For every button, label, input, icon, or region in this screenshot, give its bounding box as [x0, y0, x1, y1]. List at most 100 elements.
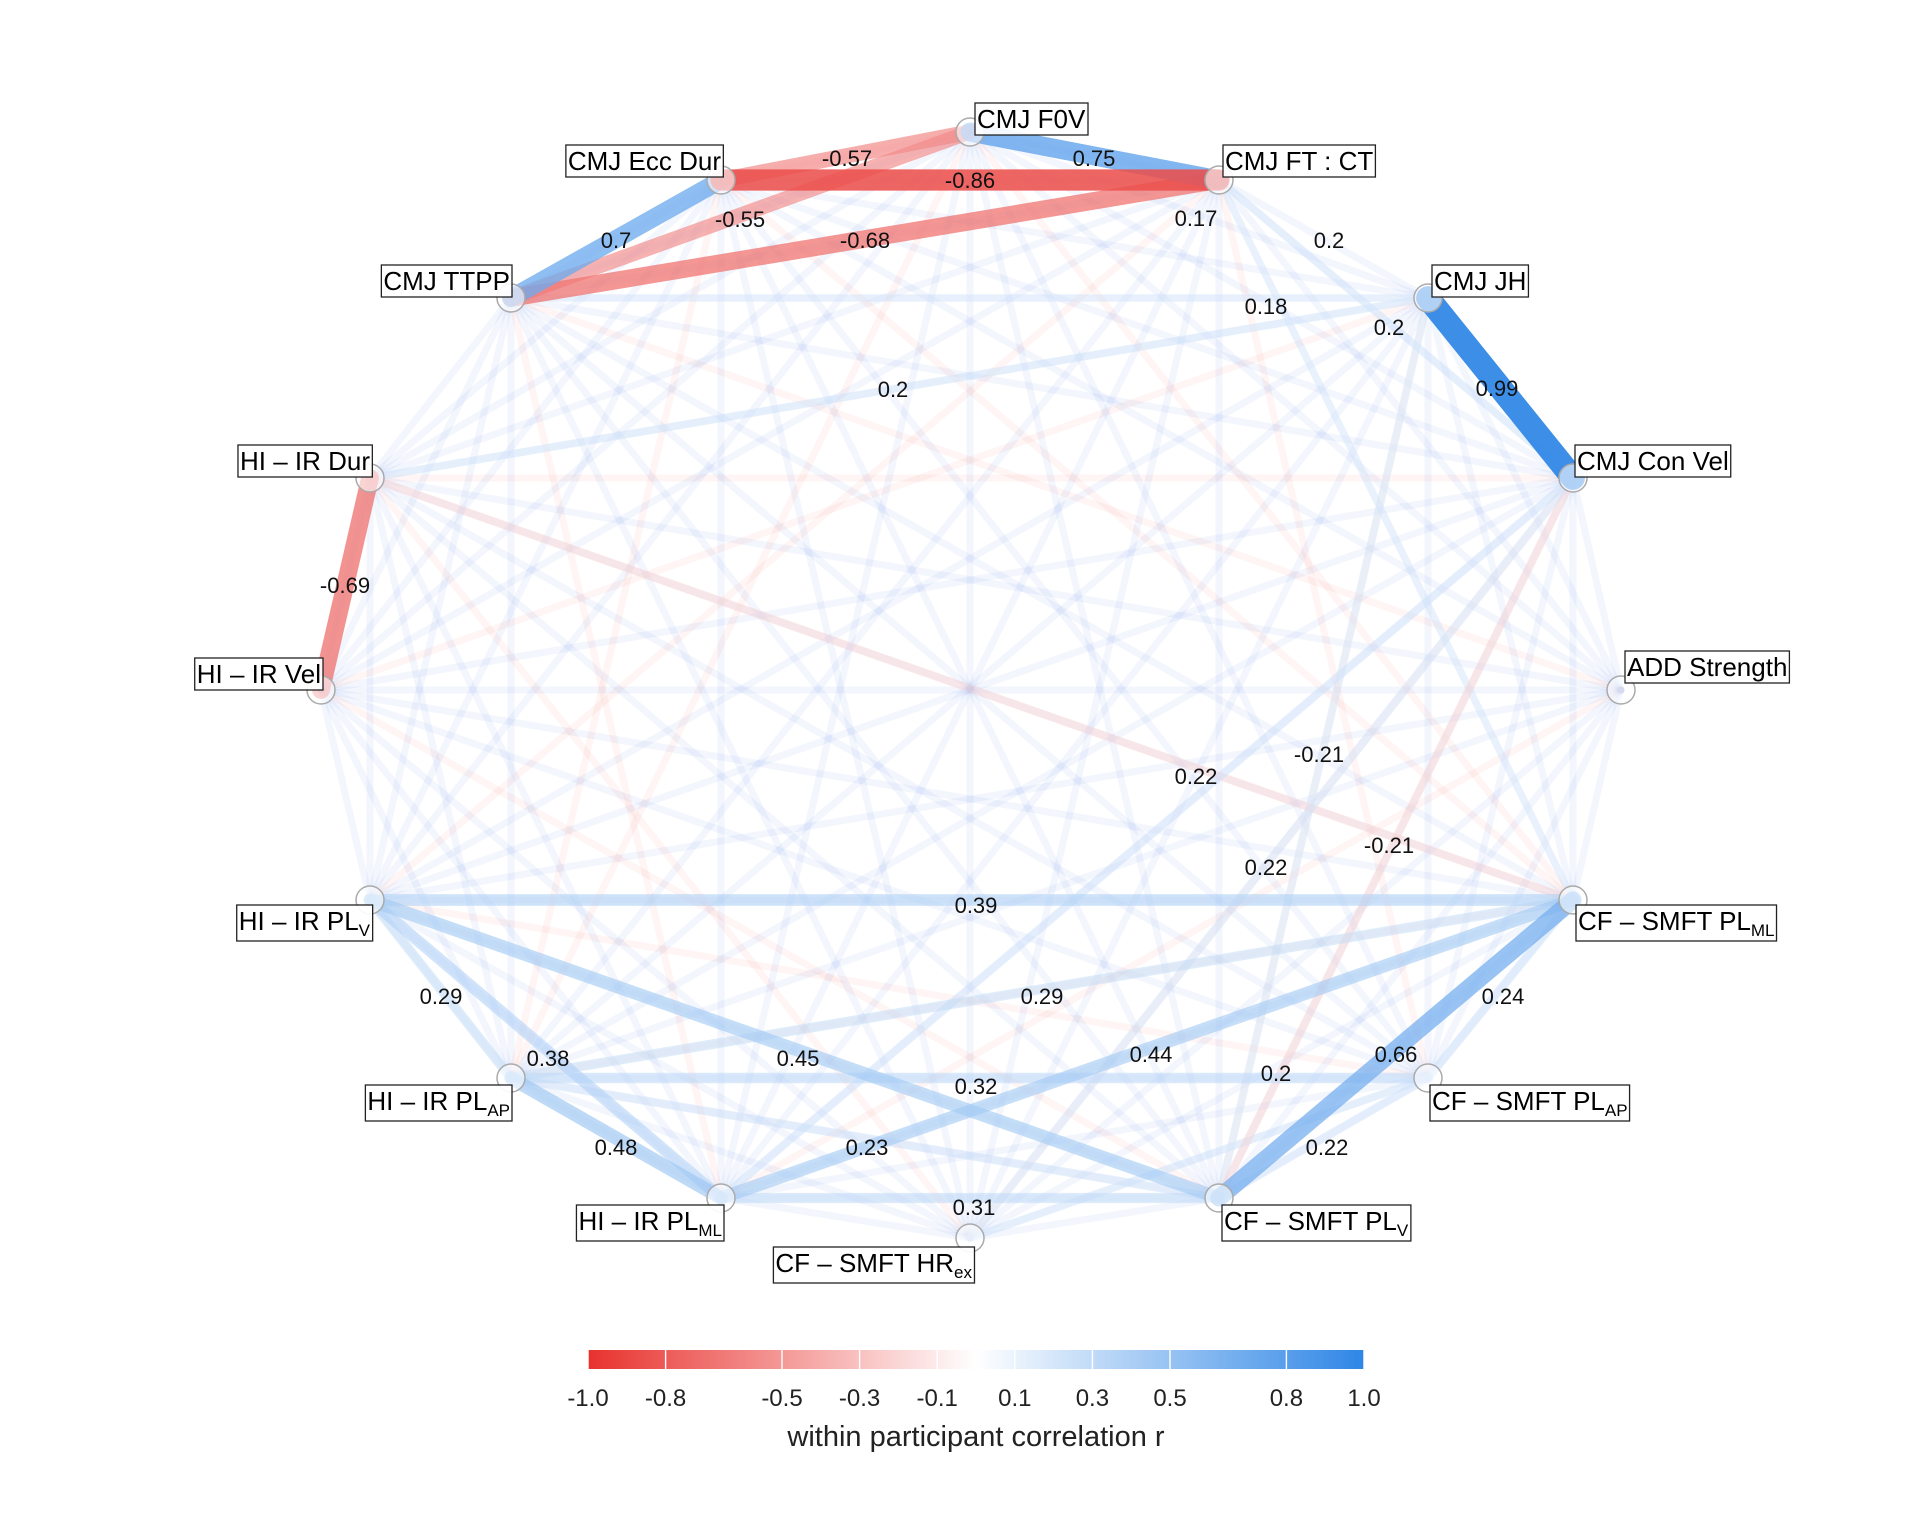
faint-edge-6 — [966, 128, 1223, 1202]
faint-edge-37 — [366, 294, 1432, 904]
faint-edge-15 — [1215, 176, 1432, 302]
faint-edge-52 — [507, 294, 1577, 482]
edge-label-cmj_convel-cf_smft_hrex: 0.22 — [1175, 764, 1218, 789]
faint-edge-116 — [317, 176, 725, 694]
node-label-box — [237, 444, 373, 478]
node-label-text: CMJ Con Vel — [1577, 446, 1729, 476]
node-label-main: HI – IR Dur — [240, 446, 370, 476]
faint-edge-50 — [317, 474, 1577, 694]
faint-edge-30 — [1424, 294, 1625, 694]
faint-edge-74 — [717, 176, 1577, 904]
edge-label-hi_ir_plv-cf_smft_plml: 0.39 — [955, 893, 998, 918]
faint-edge-55 — [1424, 686, 1625, 1082]
faint-edge-115 — [317, 294, 515, 694]
edge-label-cmj_jh-cf_smft_plv: 0.2 — [1374, 315, 1405, 340]
faint-edge-23 — [507, 176, 1223, 1082]
node-label-main: HI – IR Vel — [197, 659, 321, 689]
edge-cmj_f0v-cmj_ttpp — [503, 124, 978, 306]
faint-edge-35 — [717, 294, 1432, 1202]
edge-hi_ir_dur-cf_smft_plml — [365, 473, 1578, 905]
faint-edge-106 — [317, 686, 515, 1082]
edge-cmj_convel-cf_smft_hrex — [965, 473, 1578, 1243]
node-label-main: CF – SMFT PL — [1578, 906, 1751, 936]
edge-hi_ir_plv-cf_smft_plv — [363, 893, 1226, 1205]
node-label-box — [364, 1084, 513, 1122]
node-label-text: CF – SMFT HRex — [775, 1248, 972, 1282]
node-label-hi_ir_plap: HI – IR PLAP — [364, 1084, 513, 1122]
node-label-subscript: AP — [1605, 1101, 1628, 1120]
edges-layer — [312, 122, 1585, 1243]
faint-edge-41 — [717, 176, 1432, 302]
node-label-subscript: V — [1397, 1221, 1409, 1240]
faint-edge-1 — [966, 128, 1432, 302]
node-label-text: ADD Strength — [1627, 652, 1787, 682]
node-label-text: HI – IR PLV — [239, 906, 371, 940]
faint-edge-4 — [966, 128, 1577, 904]
faint-edge-91 — [717, 176, 1223, 1202]
faint-edge-86 — [507, 1074, 1223, 1202]
edge-hi_ir_plap-cf_smft_plml — [506, 895, 1578, 1083]
node-label-main: CF – SMFT PL — [1224, 1206, 1397, 1236]
node-label-text: HI – IR Vel — [197, 659, 321, 689]
faint-edge-64 — [717, 176, 1625, 694]
legend-tick-label: -0.5 — [761, 1385, 802, 1412]
edge-hi_ir_plap-cf_smft_plv — [506, 1073, 1224, 1203]
edge-labels-layer: 0.75 -0.57 -0.86 -0.55 0.7 -0.68 0.2 0.17 0.18 0.… — [320, 146, 1524, 1220]
node-label-hi_ir_plml: HI – IR PLML — [575, 1204, 725, 1242]
faint-edge-72 — [366, 474, 1577, 904]
node-label-cf_smft_plml: CF – SMFT PLML — [1575, 904, 1778, 942]
faint-edge-73 — [507, 294, 1577, 904]
faint-edge-81 — [366, 474, 1432, 1082]
edge-label-hi_ir_plml-cf_smft_plv: 0.31 — [953, 1195, 996, 1220]
node-label-main: CMJ FT : CT — [1225, 146, 1373, 176]
node-label-text: CMJ F0V — [977, 104, 1086, 134]
node-label-text: HI – IR PLML — [578, 1206, 722, 1240]
faint-edge-17 — [1215, 176, 1625, 694]
edge-cmj_ttpp-cmj_eccdur — [502, 171, 730, 307]
edge-label-cmj_ttpp-cmj_jh: 0.18 — [1245, 294, 1288, 319]
node-label-text: HI – IR PLAP — [367, 1086, 510, 1120]
edge-label-hi_ir_plap-cf_smft_plml: 0.29 — [1021, 984, 1064, 1009]
faint-edge-94 — [366, 896, 974, 1242]
node-label-subscript: ex — [954, 1263, 972, 1282]
faint-edge-24 — [366, 176, 1223, 904]
faint-edge-16 — [1215, 176, 1577, 482]
edge-hi_ir_plv-hi_ir_plap — [365, 895, 516, 1083]
edge-label-cmj_eccdur-cmj_f0v: -0.57 — [822, 146, 872, 171]
node-label-text: CMJ JH — [1434, 266, 1526, 296]
legend-tick-label: -0.1 — [917, 1385, 958, 1412]
legend-tick-label: -0.8 — [645, 1385, 686, 1412]
edge-label-cmj_ftct-cf_smft_plml: 0.17 — [1175, 206, 1218, 231]
faint-edge-53 — [717, 176, 1577, 482]
faint-edge-63 — [507, 294, 1625, 694]
edge-label-cmj_convel-cf_smft_plv: -0.21 — [1294, 742, 1344, 767]
node-label-text: CF – SMFT PLML — [1578, 906, 1775, 940]
node-label-box — [1575, 904, 1778, 942]
node-label-text: CF – SMFT PLAP — [1432, 1086, 1628, 1120]
edge-cmj_ftct-cf_smft_plml — [1215, 176, 1577, 904]
node-label-main: CMJ F0V — [977, 104, 1086, 134]
faint-edge-79 — [366, 896, 1432, 1082]
edge-cf_smft_hrex-cf_smft_plap — [966, 1074, 1432, 1242]
edge-cf_smft_plv-cf_smft_plml — [1210, 891, 1582, 1207]
edge-hi_ir_dur-hi_ir_vel — [312, 469, 379, 699]
faint-edge-88 — [317, 686, 1223, 1202]
node-label-main: ADD Strength — [1627, 652, 1787, 682]
edge-label-hi_ir_plap-cf_smft_plv: 0.23 — [846, 1135, 889, 1160]
faint-edge-9 — [507, 128, 974, 1082]
edge-label-cmj_f0v-cmj_ttpp: -0.55 — [715, 207, 765, 232]
node-label-text: CMJ TTPP — [383, 266, 510, 296]
edge-label-hi_ir_plv-hi_ir_plml: 0.38 — [527, 1046, 570, 1071]
color-legend: -1.0 -0.8 -0.5 -0.3 -0.1 0.1 0.3 0.5 0.8 1.0 with… — [567, 1350, 1381, 1453]
node-label-main: HI – IR PL — [367, 1086, 487, 1116]
edge-label-cmj_ttpp-cmj_ftct: -0.68 — [840, 228, 890, 253]
edge-label-cmj_f0v-cmj_ftct: 0.75 — [1073, 146, 1116, 171]
faint-edge-49 — [366, 474, 1577, 904]
legend-tick-label: 1.0 — [1347, 1385, 1380, 1412]
faint-edge-46 — [966, 474, 1577, 1242]
faint-edge-48 — [507, 474, 1577, 1082]
node-label-main: CMJ Con Vel — [1577, 446, 1729, 476]
legend-title: within participant correlation r — [786, 1421, 1165, 1453]
node-label-main: HI – IR PL — [239, 906, 359, 936]
node-label-cmj_ttpp: CMJ TTPP — [380, 264, 513, 298]
